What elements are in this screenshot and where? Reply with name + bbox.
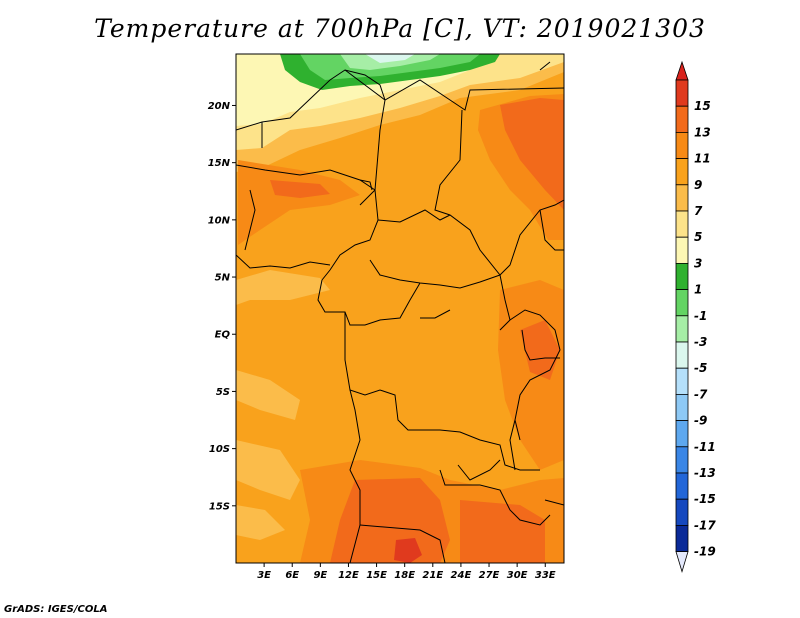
colorbar-label: -1 (694, 309, 707, 323)
colorbar-swatch (675, 105, 689, 133)
lat-tick-label: 10N (208, 215, 231, 226)
lon-tick-label: 30E (507, 570, 528, 581)
colorbar-swatch (675, 210, 689, 238)
colorbar-swatch (675, 315, 689, 343)
lat-tick-label: 15N (208, 158, 231, 169)
lon-tick-label: 24E (451, 570, 472, 581)
colorbar-label: -3 (694, 335, 707, 349)
lat-tick-label: 20N (208, 101, 231, 112)
credit-label: GrADS: IGES/COLA (4, 604, 108, 615)
colorbar-bottom-arrow (675, 551, 689, 573)
colorbar-swatch (675, 79, 689, 107)
lat-tick-label: EQ (215, 330, 231, 341)
colorbar-label: 15 (694, 99, 711, 113)
map-frame (235, 53, 565, 564)
lon-tick-label: 33E (535, 570, 556, 581)
colorbar-label: 9 (694, 178, 702, 192)
lon-tick-label: 21E (422, 570, 443, 581)
colorbar-label: 5 (694, 230, 702, 244)
colorbar-swatch (675, 393, 689, 421)
map-title: Temperature at 700hPa [C], VT: 201902130… (94, 14, 706, 43)
lat-tick-label: 15S (209, 501, 230, 512)
colorbar-label: -17 (694, 518, 716, 532)
lon-tick-label: 12E (338, 570, 359, 581)
colorbar-label: -15 (694, 492, 716, 506)
lon-tick-label: 27E (479, 570, 500, 581)
colorbar-swatch (675, 289, 689, 317)
colorbar-swatch (675, 341, 689, 369)
colorbar-label: 3 (694, 256, 702, 270)
colorbar-label: -5 (694, 361, 707, 375)
colorbar-label: -7 (694, 387, 708, 401)
lat-tick-label: 5N (215, 273, 231, 284)
colorbar-swatch (675, 525, 689, 553)
latitude-axis: 20N 15N 10N 5N EQ 5S 10S 15S (208, 101, 236, 512)
colorbar-top-arrow (675, 60, 689, 81)
colorbar-swatch (675, 446, 689, 474)
colorbar-label: 13 (694, 125, 711, 139)
colorbar-label: -13 (694, 466, 716, 480)
colorbar-swatch (675, 498, 689, 526)
lon-tick-label: 18E (394, 570, 415, 581)
colorbar-swatch (675, 262, 689, 290)
lon-tick-label: 9E (313, 570, 327, 581)
colorbar-swatch (675, 236, 689, 264)
color-legend: 15 13 11 9 7 5 3 1 -1 -3 -5 -7 -9 -11 -13 -15 -17 -19 (675, 60, 716, 573)
colorbar-swatch (675, 158, 689, 186)
lat-tick-label: 5S (216, 387, 230, 398)
colorbar-swatch (675, 184, 689, 212)
lon-tick-label: 6E (285, 570, 299, 581)
colorbar-swatch (675, 420, 689, 448)
colorbar-swatch (675, 131, 689, 159)
temperature-field (236, 54, 564, 563)
lon-tick-label: 15E (366, 570, 387, 581)
colorbar-label: 11 (694, 152, 711, 166)
country-borders (236, 61, 564, 563)
lat-tick-label: 10S (209, 444, 230, 455)
lon-tick-label: 3E (257, 570, 271, 581)
longitude-axis: 3E 6E 9E 12E 15E 18E 21E 24E 27E 30E 33E (257, 563, 556, 581)
colorbar-label: -11 (694, 440, 716, 454)
colorbar-label: 1 (694, 283, 702, 297)
colorbar-swatch (675, 367, 689, 395)
colorbar-label: -19 (694, 545, 716, 559)
colorbar-swatch (675, 472, 689, 500)
colorbar-label: -9 (694, 414, 707, 428)
colorbar-label: 7 (694, 204, 703, 218)
